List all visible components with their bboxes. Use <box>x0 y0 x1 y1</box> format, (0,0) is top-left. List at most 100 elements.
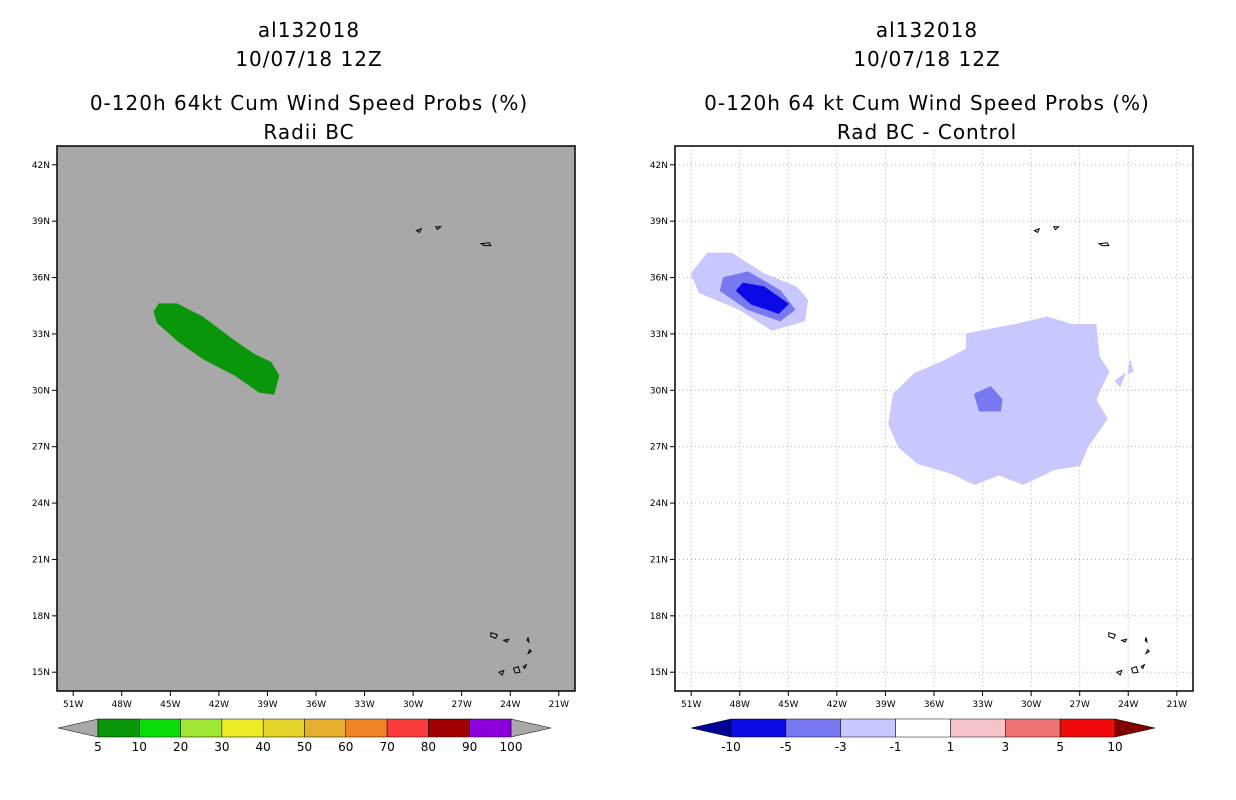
left-x-tick-label: 42W <box>209 700 229 710</box>
right-x-tick-label: 36W <box>924 700 944 710</box>
left-colorbar-segment-2 <box>180 718 223 738</box>
right-colorbar-label: 1 <box>947 740 955 754</box>
right-colorbar-label: -1 <box>890 740 902 754</box>
right-shaded-region-4 <box>1127 360 1134 375</box>
left-x-tick-label: 30W <box>403 700 423 710</box>
right-colorbar-label: 3 <box>1001 740 1009 754</box>
left-island-outline <box>502 638 510 643</box>
left-colorbar-label: 100 <box>500 740 523 754</box>
right-island-outline <box>1140 663 1146 670</box>
left-colorbar-segment-5 <box>304 718 347 738</box>
right-x-tick-label: 30W <box>1021 700 1041 710</box>
left-colorbar-label: 60 <box>338 740 353 754</box>
left-y-tick-label: 18N <box>32 612 50 622</box>
left-x-tick-label: 51W <box>63 700 83 710</box>
right-x-tick-label: 51W <box>681 700 701 710</box>
left-x-tick-label: 39W <box>257 700 277 710</box>
left-island-outline <box>527 648 533 655</box>
left-title-subtitle: Radii BC <box>263 120 354 144</box>
left-y-tick-label: 15N <box>32 668 50 678</box>
right-island-outline <box>1033 227 1041 234</box>
right-y-tick-label: 21N <box>650 555 668 565</box>
left-panel: al132018 10/07/18 12Z 0-120h 64kt Cum Wi… <box>32 18 576 754</box>
left-x-tick-label: 33W <box>354 700 374 710</box>
left-y-tick-label: 24N <box>32 499 50 509</box>
left-shaded-region-0 <box>153 303 280 395</box>
right-panel: al132018 10/07/18 12Z 0-120h 64 kt Cum W… <box>650 18 1194 754</box>
right-shaded-region-5 <box>1114 371 1127 388</box>
right-colorbar-segment-1 <box>785 718 841 738</box>
left-colorbar-label: 90 <box>462 740 477 754</box>
left-title-storm: al132018 <box>258 18 360 42</box>
right-x-tick-label: 39W <box>875 700 895 710</box>
left-colorbar-segment-9 <box>469 718 512 738</box>
right-colorbar-segment-0 <box>730 718 787 738</box>
left-map-background <box>57 146 575 691</box>
left-colorbar-label: 70 <box>379 740 394 754</box>
left-island-outline <box>490 632 498 640</box>
right-y-tick-label: 27N <box>650 443 668 453</box>
right-colorbar-segment-2 <box>840 718 896 738</box>
left-colorbar-label: 20 <box>173 740 188 754</box>
left-colorbar-label: 40 <box>256 740 271 754</box>
right-y-tick-label: 15N <box>650 668 668 678</box>
right-x-tick-label: 27W <box>1070 700 1090 710</box>
left-title-date: 10/07/18 12Z <box>235 47 382 71</box>
right-y-tick-label: 42N <box>650 161 668 171</box>
left-island-outline <box>512 665 521 674</box>
left-colorbar-segment-7 <box>386 718 429 738</box>
left-island-outline <box>526 637 530 644</box>
left-colorbar-label: 10 <box>132 740 147 754</box>
left-y-tick-label: 27N <box>32 443 50 453</box>
right-colorbar-segment-5 <box>1005 718 1061 738</box>
left-colorbar-segment-4 <box>262 718 305 738</box>
right-colorbar-label: 5 <box>1056 740 1064 754</box>
right-y-tick-label: 24N <box>650 499 668 509</box>
left-colorbar-segment-1 <box>139 718 181 738</box>
right-island-outline <box>1145 648 1151 655</box>
right-colorbar-label: -5 <box>780 740 792 754</box>
right-y-tick-label: 18N <box>650 612 668 622</box>
right-colorbar-extend-high <box>1114 718 1156 738</box>
left-y-tick-label: 42N <box>32 161 50 171</box>
left-x-tick-label: 45W <box>160 700 180 710</box>
right-x-tick-label: 33W <box>972 700 992 710</box>
right-x-tick-label: 42W <box>827 700 847 710</box>
left-x-tick-label: 24W <box>500 700 520 710</box>
left-island-outline <box>479 242 492 247</box>
right-y-tick-label: 30N <box>650 386 668 396</box>
right-x-tick-label: 48W <box>730 700 750 710</box>
right-colorbar-segment-3 <box>895 718 951 738</box>
right-colorbar-segment-6 <box>1059 718 1116 738</box>
right-island-outline <box>1144 637 1148 644</box>
left-y-tick-label: 36N <box>32 274 50 284</box>
left-colorbar-label: 5 <box>94 740 102 754</box>
right-x-tick-label: 24W <box>1118 700 1138 710</box>
right-colorbar-label: -3 <box>835 740 847 754</box>
left-colorbar-label: 80 <box>421 740 436 754</box>
right-shaded-region-2 <box>735 282 790 314</box>
left-x-tick-label: 21W <box>549 700 569 710</box>
left-x-tick-label: 48W <box>112 700 132 710</box>
right-y-tick-label: 36N <box>650 274 668 284</box>
right-island-outline <box>1115 669 1123 676</box>
left-island-outline <box>415 227 423 234</box>
left-island-outline <box>497 669 505 676</box>
right-y-tick-label: 39N <box>650 217 668 227</box>
right-title-storm: al132018 <box>876 18 978 42</box>
left-title-product: 0-120h 64kt Cum Wind Speed Probs (%) <box>90 91 528 115</box>
right-island-outline <box>1052 226 1060 231</box>
left-colorbar-extend-low <box>57 718 99 738</box>
left-colorbar-segment-3 <box>221 718 264 738</box>
right-y-tick-label: 33N <box>650 330 668 340</box>
left-colorbar-extend-high <box>510 718 552 738</box>
left-y-tick-label: 21N <box>32 555 50 565</box>
left-x-tick-label: 36W <box>306 700 326 710</box>
right-island-outline <box>1130 665 1139 674</box>
left-island-outline <box>434 226 442 231</box>
right-title-product: 0-120h 64 kt Cum Wind Speed Probs (%) <box>704 91 1150 115</box>
left-island-outline <box>522 663 528 670</box>
left-y-tick-label: 39N <box>32 217 50 227</box>
left-colorbar-segment-6 <box>345 718 388 738</box>
